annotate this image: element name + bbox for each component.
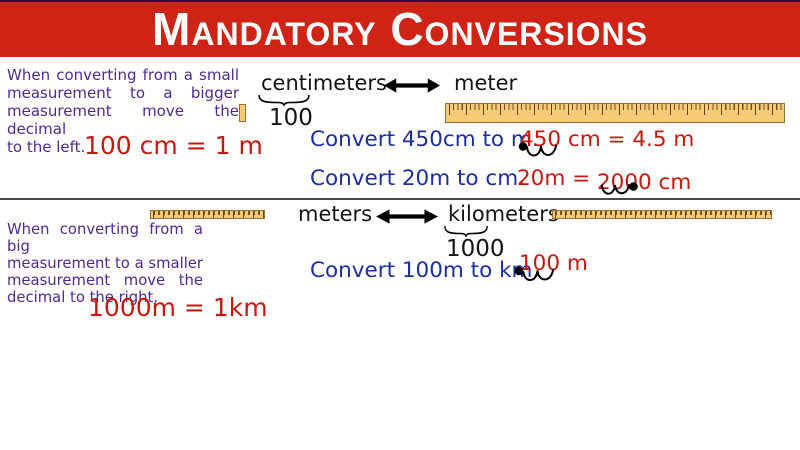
rule-line: measurement move the decimal <box>7 102 239 138</box>
rule-big-to-small: When converting from a big measurement t… <box>7 221 203 306</box>
decimal-move-left-icon <box>517 141 561 162</box>
ruler-image <box>552 210 772 219</box>
top-border-line <box>0 0 800 2</box>
rule-line: to the left. <box>7 138 86 156</box>
unit-meter: meter <box>454 71 518 95</box>
answer-prefix: 20m = <box>517 166 591 191</box>
ruler-image <box>150 210 265 219</box>
decimal-move-right-icon <box>599 181 639 200</box>
rule-line: measurement to a smaller <box>7 255 203 272</box>
rule-line: measurement to a bigger <box>7 84 239 102</box>
fact-m-km: 1000m = 1km <box>88 293 268 322</box>
ruler-image <box>445 103 785 123</box>
question-20m: Convert 20m to cm. <box>310 166 525 191</box>
unit-meters: meters <box>298 202 373 226</box>
decimal-move-left-icon <box>513 264 559 286</box>
answer-450cm: 450 cm = 4.5 m <box>520 127 695 152</box>
factor-1000: 1000 <box>446 236 505 262</box>
title-banner: Mandatory Conversions <box>0 2 800 57</box>
double-arrow-icon <box>384 77 440 94</box>
section-divider <box>0 198 800 200</box>
rule-line: decimal to the right. <box>7 289 159 306</box>
unit-kilometers: kilometers <box>448 202 559 226</box>
double-arrow-icon <box>376 208 438 225</box>
factor-100: 100 <box>269 105 313 131</box>
underbrace-icon <box>258 94 310 106</box>
underbrace-icon <box>444 225 488 237</box>
rule-small-to-big: When converting from a small measurement… <box>7 66 239 156</box>
page-title: Mandatory Conversions <box>152 3 648 55</box>
rule-line: When converting from a small <box>7 66 239 84</box>
unit-centimeters: centimeters <box>261 71 387 95</box>
ruler-fragment-image <box>239 104 246 122</box>
fact-cm-m: 100 cm = 1 m <box>84 131 263 160</box>
question-450cm: Convert 450cm to m. <box>310 127 539 152</box>
rule-line: measurement move the <box>7 272 203 289</box>
question-100m: Convert 100m to km. <box>310 258 540 283</box>
rule-line: When converting from a big <box>7 221 203 255</box>
